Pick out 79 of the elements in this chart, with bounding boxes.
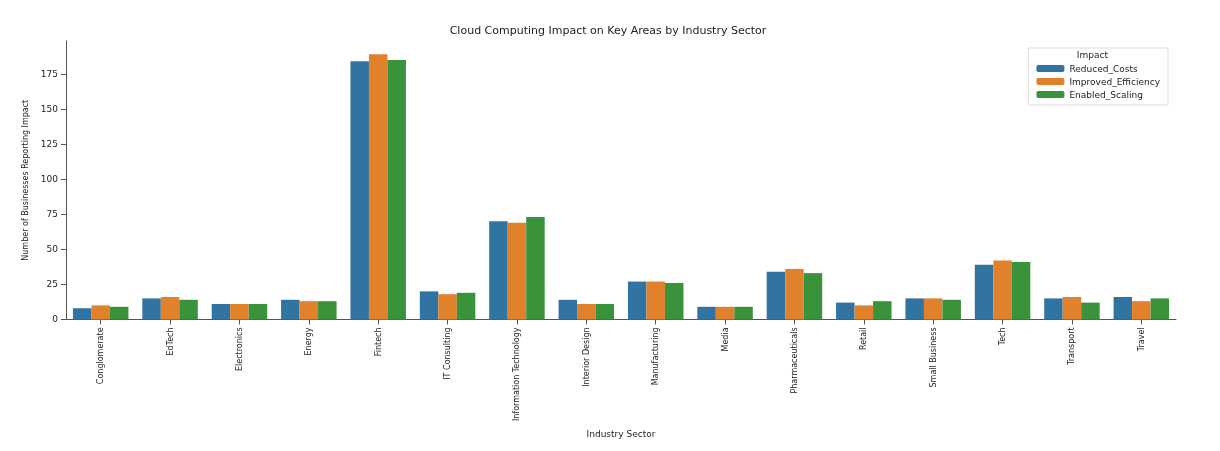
bar [387,59,406,320]
bar [368,54,388,320]
x-axis-title: Industry Sector [586,428,656,439]
bar [923,298,943,320]
x-tick-label: Media [720,327,730,352]
bar [179,299,198,320]
x-tick-label: Electronics [234,327,244,372]
bar [109,306,129,320]
legend-label: Enabled_Scaling [1069,89,1143,100]
x-tick-label: Energy [304,327,314,356]
bar [456,292,476,320]
bar [230,304,249,320]
y-tick-label: 50 [46,244,59,255]
bar [1081,302,1100,320]
x-tick-label: Fintech [373,327,383,357]
y-axis-title: Number of Businesses Reporting Impact [21,99,31,261]
x-tick-label: Information Technology [512,327,522,422]
bar [211,304,231,320]
bar [1044,298,1063,320]
bar [299,301,319,320]
bar [248,304,268,320]
bar [91,305,110,320]
x-tick-label: Manufacturing [651,327,661,386]
bar [558,299,578,320]
bar [160,296,180,320]
bar [419,291,439,320]
bar [993,260,1012,320]
bar [507,222,527,320]
legend-label: Reduced_Costs [1069,63,1138,74]
bar [803,273,823,320]
bar [664,282,684,320]
x-tick-label: Travel [1136,327,1146,353]
y-tick-label: 0 [52,314,59,325]
bar [350,61,369,320]
y-tick-label: 100 [40,174,59,185]
bar [1132,301,1151,320]
legend-title: Impact [1076,49,1109,60]
bar [974,264,994,320]
legend-label: Improved_Efficiency [1069,76,1161,87]
bar [873,301,892,320]
y-tick-label: 75 [46,209,58,220]
x-tick-label: IT Consulting [443,327,453,380]
bar [1150,298,1170,320]
bar [627,281,647,320]
bar [489,221,508,320]
bar [854,305,874,320]
y-tick-label: 25 [46,279,58,290]
bar [697,306,716,320]
bar [942,299,961,320]
chart-title: Cloud Computing Impact on Key Areas by Industry Sector [449,24,767,37]
x-tick-label: Retail [859,327,869,351]
x-tick-label: Pharmaceuticals [789,327,799,394]
x-tick-label: Transport [1067,327,1077,366]
bar [72,308,92,320]
bar [1011,261,1031,320]
x-tick-label: Tech [998,327,1008,347]
bar [595,304,615,320]
bar [734,306,753,320]
bar [142,298,161,320]
x-tick-label: Conglomerate [96,327,106,385]
bar [766,271,786,320]
bar [1062,296,1082,320]
bar [281,299,300,320]
y-tick-label: 150 [40,104,59,115]
bar [785,268,804,320]
bar [715,306,735,320]
y-tick-label: 125 [40,139,58,150]
x-tick-label: Small Business [928,327,938,388]
x-tick-label: Interior Design [581,327,591,387]
bar [526,217,545,320]
bar [438,294,457,320]
bar [318,301,337,320]
bar [905,298,924,320]
x-tick-label: EdTech [165,327,175,356]
bar [1113,296,1133,320]
bar [646,281,665,320]
y-tick-label: 175 [40,68,58,79]
bar [577,304,596,320]
bar [836,302,855,320]
